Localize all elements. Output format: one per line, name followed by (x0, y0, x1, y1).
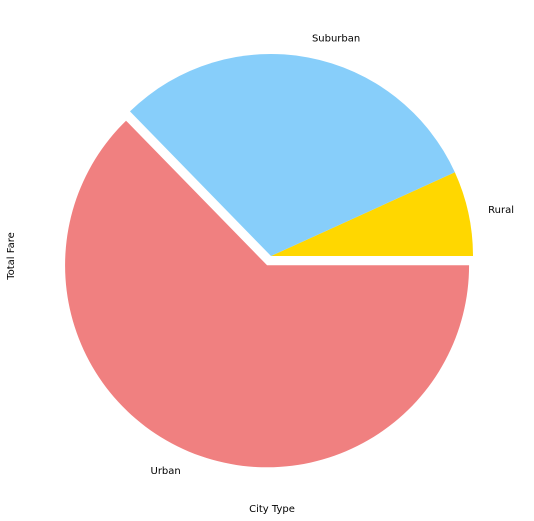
slice-label-urban: Urban (151, 466, 181, 477)
slice-label-rural: Rural (488, 205, 514, 216)
x-axis-label: City Type (249, 504, 295, 515)
pie-slice-rural (271, 172, 473, 256)
pie-slice-suburban (129, 53, 455, 256)
pie-slice-urban (65, 120, 470, 468)
y-axis-label: Total Fare (6, 232, 17, 281)
pie-labels: Rural Suburban Urban (151, 34, 515, 477)
slice-label-suburban: Suburban (312, 34, 360, 45)
pie-slices (65, 53, 473, 468)
